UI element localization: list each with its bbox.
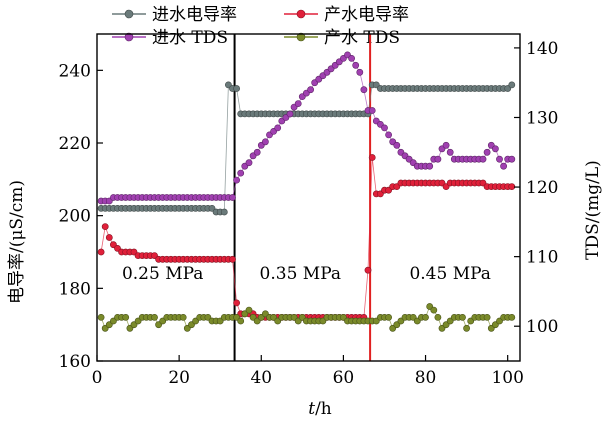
y2-tick-label: 120: [526, 178, 558, 198]
series-line: [101, 84, 513, 213]
data-point: [430, 306, 438, 314]
data-point: [434, 155, 442, 163]
data-point: [508, 81, 516, 89]
data-point: [426, 162, 434, 170]
y-tick-label: 160: [59, 352, 91, 372]
y2-tick-label: 100: [526, 317, 558, 337]
x-tick-label: 40: [250, 368, 272, 388]
data-point: [483, 313, 491, 321]
x-axis-label-italic: t: [308, 399, 315, 419]
data-point: [500, 162, 507, 170]
data-point: [422, 313, 429, 321]
data-point: [385, 131, 392, 139]
data-point: [220, 208, 228, 216]
data-point: [434, 313, 442, 321]
data-point: [356, 68, 364, 76]
data-point: [307, 86, 314, 94]
data-point: [237, 317, 245, 325]
data-point: [491, 145, 499, 153]
y-tick-label: 240: [59, 61, 91, 81]
data-point: [508, 313, 516, 321]
plot-frame: [96, 33, 521, 362]
data-point: [241, 310, 249, 318]
axes: 0 20 40 60 80 100 160 180 200 220 240 100 110 120 130 1…: [59, 33, 558, 388]
legend-marker: [296, 32, 306, 42]
data-point: [97, 248, 105, 256]
data-point: [508, 155, 516, 163]
data-point: [233, 299, 240, 307]
data-point: [459, 313, 466, 321]
legend-marker: [124, 9, 134, 19]
x-axis-label: t/h: [308, 399, 332, 419]
y-axis-label: 电导率/(μS/cm): [7, 180, 27, 304]
data-point: [368, 154, 376, 161]
series-产水TDS: [97, 303, 516, 332]
x-tick-label: 0: [92, 368, 103, 388]
data-point: [245, 159, 253, 167]
pressure-annotation: 0.35 MPa: [260, 264, 341, 284]
series-line: [101, 54, 512, 202]
series-layer: [97, 51, 516, 332]
data-point: [274, 124, 282, 132]
series-进水电导率: [97, 81, 516, 216]
data-point: [294, 100, 302, 107]
y-tick-label: 180: [59, 279, 91, 299]
x-tick-label: 100: [491, 368, 523, 388]
pressure-annotation: 0.25 MPa: [122, 264, 203, 284]
data-point: [385, 313, 392, 321]
y2-tick-label: 130: [526, 108, 558, 128]
x-tick-label: 80: [415, 368, 437, 388]
data-point: [151, 313, 158, 321]
data-point: [364, 266, 372, 274]
data-point: [233, 176, 240, 184]
data-point: [352, 61, 360, 69]
data-point: [360, 86, 368, 94]
series-产水电导率: [97, 154, 516, 321]
x-tick-label: 60: [333, 368, 355, 388]
data-point: [245, 306, 253, 314]
x-axis-label-unit: /h: [315, 399, 332, 419]
data-point: [348, 55, 355, 62]
pressure-annotation: 0.45 MPa: [409, 264, 490, 284]
data-point: [253, 148, 261, 156]
data-point: [237, 169, 245, 177]
y-tick-label: 200: [59, 207, 91, 227]
data-point: [483, 148, 491, 156]
legend-marker: [124, 32, 134, 42]
x-tick-label: 20: [168, 368, 190, 388]
legend-label: 产水电导率: [324, 5, 409, 25]
y2-tick-label: 110: [526, 248, 558, 268]
data-point: [393, 141, 401, 149]
data-point: [508, 183, 516, 190]
data-point: [442, 141, 450, 149]
legend-label: 进水电导率: [152, 5, 237, 25]
data-point: [101, 223, 109, 230]
data-point: [179, 313, 187, 321]
data-point: [97, 313, 105, 321]
data-point: [446, 148, 454, 156]
annotations: 0.25 MPa 0.35 MPa 0.45 MPa: [122, 264, 491, 284]
y2-axis-label: TDS/(mg/L): [583, 160, 603, 260]
data-point: [479, 155, 487, 163]
data-point: [233, 85, 240, 92]
data-point: [229, 194, 236, 201]
data-point: [381, 124, 388, 132]
legend-label: 进水 TDS: [152, 28, 228, 48]
data-point: [286, 110, 294, 118]
data-point: [229, 255, 236, 263]
data-point: [105, 234, 113, 241]
legend-label: 产水 TDS: [324, 28, 400, 48]
y2-tick-label: 140: [526, 39, 558, 59]
data-point: [463, 324, 470, 332]
data-point: [122, 313, 130, 321]
data-point: [368, 107, 376, 114]
data-point: [261, 138, 269, 146]
data-point: [496, 155, 503, 163]
y-tick-label: 220: [59, 134, 91, 154]
legend-marker: [296, 9, 306, 19]
series-进水TDS: [97, 51, 516, 205]
